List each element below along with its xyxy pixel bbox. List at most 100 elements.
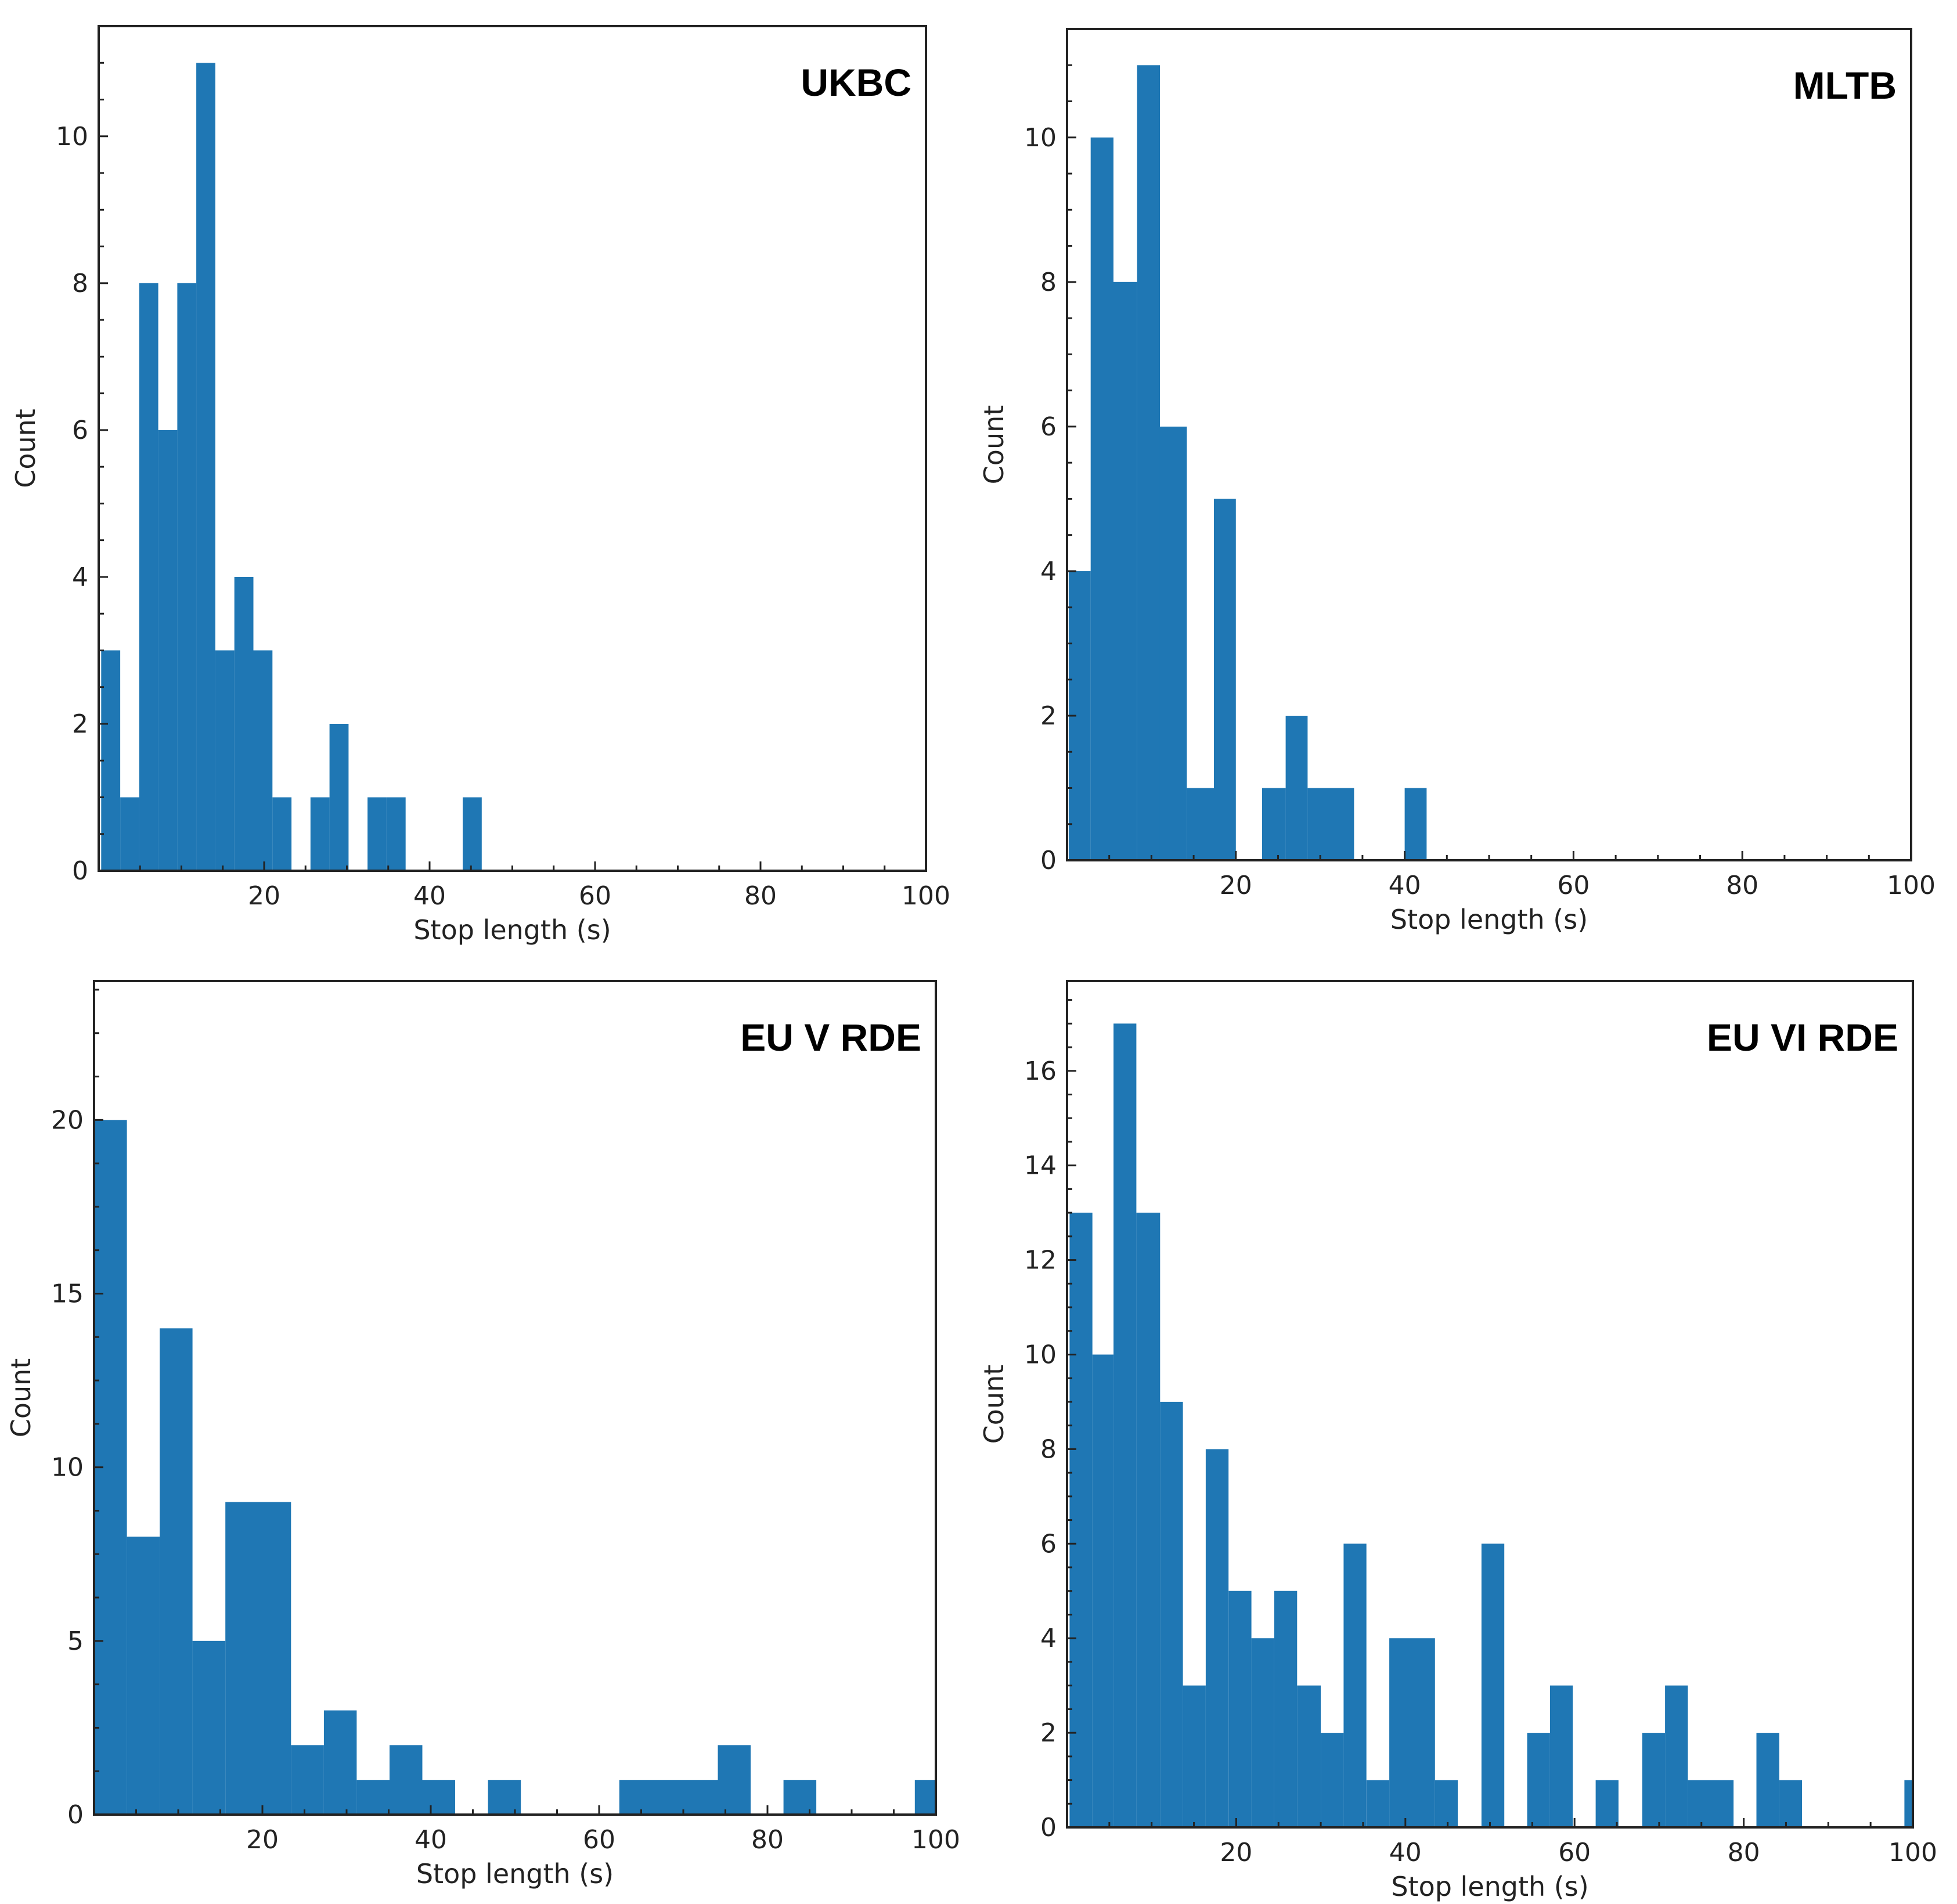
y-tick-label: 12: [1024, 1246, 1057, 1275]
histogram-bar: [367, 797, 387, 871]
y-axis-label: Count: [10, 409, 41, 488]
histogram-bar: [783, 1780, 817, 1815]
histogram-bar: [158, 430, 178, 871]
histogram-bar: [914, 1780, 936, 1815]
histogram-bar: [1205, 1449, 1229, 1827]
histogram-bar: [1481, 1544, 1505, 1827]
histogram-bar: [422, 1780, 455, 1815]
y-axis-label: Count: [978, 1365, 1010, 1444]
y-tick-label: 10: [51, 1453, 84, 1483]
histogram-bar: [1665, 1685, 1688, 1827]
histogram-bar: [1779, 1780, 1803, 1827]
x-tick-label: 60: [579, 881, 611, 911]
histogram-bar: [177, 283, 197, 871]
x-tick-label: 80: [744, 881, 777, 911]
histogram-bar: [192, 1640, 226, 1815]
y-tick-label: 2: [1040, 1718, 1057, 1748]
histogram-bar: [1251, 1638, 1274, 1827]
histogram-bar: [127, 1537, 160, 1815]
y-tick-label: 2: [1040, 701, 1057, 731]
y-tick-label: 2: [72, 709, 88, 739]
histogram-bar: [234, 576, 254, 871]
x-tick-label: 60: [1558, 1838, 1591, 1867]
histogram-bar: [291, 1745, 324, 1815]
x-axis-label: Stop length (s): [1390, 904, 1588, 935]
x-tick-label: 40: [1389, 871, 1421, 900]
x-tick-label: 80: [1726, 871, 1758, 900]
histogram-bar: [1159, 426, 1187, 860]
y-tick-label: 6: [72, 416, 88, 445]
y-tick-label: 4: [1040, 1624, 1057, 1653]
panel-title: EU VI RDE: [1707, 1016, 1898, 1059]
histogram-bar: [488, 1780, 521, 1815]
y-axis-label: Count: [978, 405, 1010, 485]
histogram-bar: [718, 1745, 751, 1815]
x-tick-label: 40: [413, 881, 446, 911]
histogram-bar: [1214, 499, 1236, 860]
histogram-bar: [139, 283, 158, 871]
y-tick-label: 8: [1040, 268, 1057, 297]
histogram-bar: [1137, 65, 1160, 860]
x-tick-label: 40: [415, 1825, 447, 1855]
y-axis-label: Count: [5, 1358, 37, 1438]
x-tick-label: 100: [902, 881, 950, 911]
histogram-bar: [101, 650, 121, 871]
y-tick-label: 20: [51, 1105, 84, 1135]
histogram-bar: [1321, 1733, 1344, 1827]
eu-v-rde-histogram-panel: 0 5 10 15 20 20 40 60 80 100 Stop length (s) Count E…: [5, 980, 960, 1889]
x-tick-label: 100: [1887, 871, 1936, 900]
histogram-bar: [1389, 1638, 1435, 1827]
x-tick-label: 100: [911, 1825, 960, 1855]
y-tick-label: 10: [1024, 123, 1057, 153]
histogram-bar: [1285, 716, 1308, 860]
panel-title: EU V RDE: [740, 1016, 921, 1059]
y-tick-label: 0: [1040, 846, 1057, 875]
histogram-bar: [1069, 1213, 1093, 1827]
histogram-bar: [215, 650, 235, 871]
histogram-bar: [253, 650, 273, 871]
x-tick-label: 40: [1389, 1838, 1422, 1867]
histogram-bar: [1187, 788, 1214, 860]
y-tick-label: 16: [1024, 1056, 1057, 1086]
histogram-bar: [463, 797, 482, 871]
histogram-bar: [1595, 1780, 1619, 1827]
histogram-bar: [386, 797, 406, 871]
histogram-bar: [619, 1780, 718, 1815]
histogram-bar: [1136, 1213, 1160, 1827]
histogram-bar: [1756, 1733, 1779, 1827]
x-tick-label: 80: [1728, 1838, 1760, 1867]
histogram-bar: [1549, 1685, 1573, 1827]
y-tick-label: 4: [72, 562, 88, 592]
y-tick-label: 4: [1040, 557, 1057, 586]
histogram-bar: [1642, 1733, 1666, 1827]
panel-title: MLTB: [1793, 64, 1897, 107]
plot-frame: [1066, 28, 1912, 861]
histogram-bar: [1090, 137, 1113, 860]
histogram-bar: [1092, 1354, 1114, 1827]
x-tick-label: 20: [1220, 1838, 1252, 1867]
histogram-bar: [1183, 1685, 1206, 1827]
panel-title: UKBC: [801, 61, 911, 104]
histogram-bar: [1307, 788, 1354, 860]
histogram-bar: [225, 1502, 291, 1815]
histogram-bar: [1274, 1591, 1298, 1827]
histogram-bar: [1113, 1023, 1137, 1827]
x-axis-label: Stop length (s): [416, 1858, 614, 1889]
y-tick-label: 0: [72, 856, 88, 886]
x-tick-label: 100: [1888, 1838, 1937, 1867]
histogram-bar: [272, 797, 292, 871]
x-tick-label: 20: [246, 1825, 279, 1855]
histogram-bar: [1404, 788, 1427, 860]
ukbc-histogram-panel: 0 2 4 6 8 10 20 40 60 80 100 Stop length (s) Count UK…: [10, 25, 950, 946]
histogram-bar: [1435, 1780, 1458, 1827]
y-tick-label: 10: [56, 122, 88, 152]
histogram-bar: [1366, 1780, 1390, 1827]
histogram-bar: [1688, 1780, 1734, 1827]
histogram-bar: [1343, 1544, 1367, 1827]
y-tick-label: 0: [67, 1800, 84, 1830]
x-tick-label: 20: [1220, 871, 1252, 900]
histogram-bar: [323, 1710, 357, 1815]
histogram-bar: [160, 1328, 193, 1815]
histogram-bar: [1262, 788, 1286, 860]
